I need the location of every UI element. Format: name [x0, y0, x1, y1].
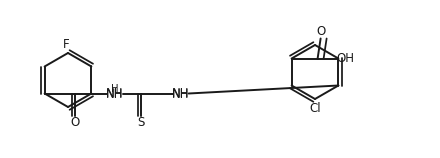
- Text: NH: NH: [106, 87, 123, 100]
- Text: O: O: [70, 116, 79, 129]
- Text: F: F: [62, 37, 70, 51]
- Text: NH: NH: [106, 88, 123, 101]
- Text: NH: NH: [172, 88, 189, 101]
- Text: O: O: [316, 25, 325, 38]
- Text: H: H: [111, 83, 118, 94]
- Text: OH: OH: [337, 52, 355, 65]
- Text: NH: NH: [172, 87, 189, 100]
- Text: Cl: Cl: [309, 101, 321, 115]
- Text: S: S: [137, 116, 144, 129]
